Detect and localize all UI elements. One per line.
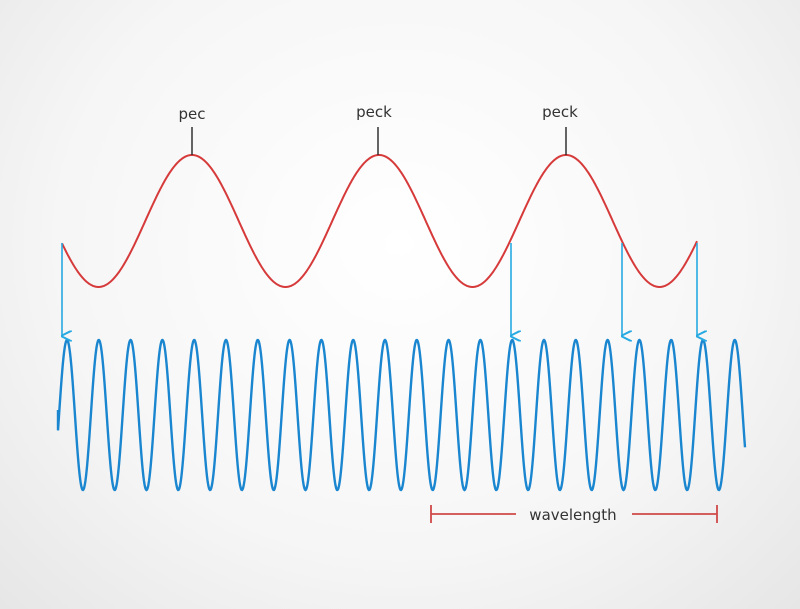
wavelength-label: wavelength (529, 506, 616, 524)
peak-label-3: peck (542, 103, 578, 121)
wavelength-bar (430, 505, 718, 523)
peak-label-1: pec (179, 105, 206, 123)
peak-label-2: peck (356, 103, 392, 121)
low-frequency-wave (61, 154, 698, 288)
high-frequency-wave (56, 338, 747, 492)
